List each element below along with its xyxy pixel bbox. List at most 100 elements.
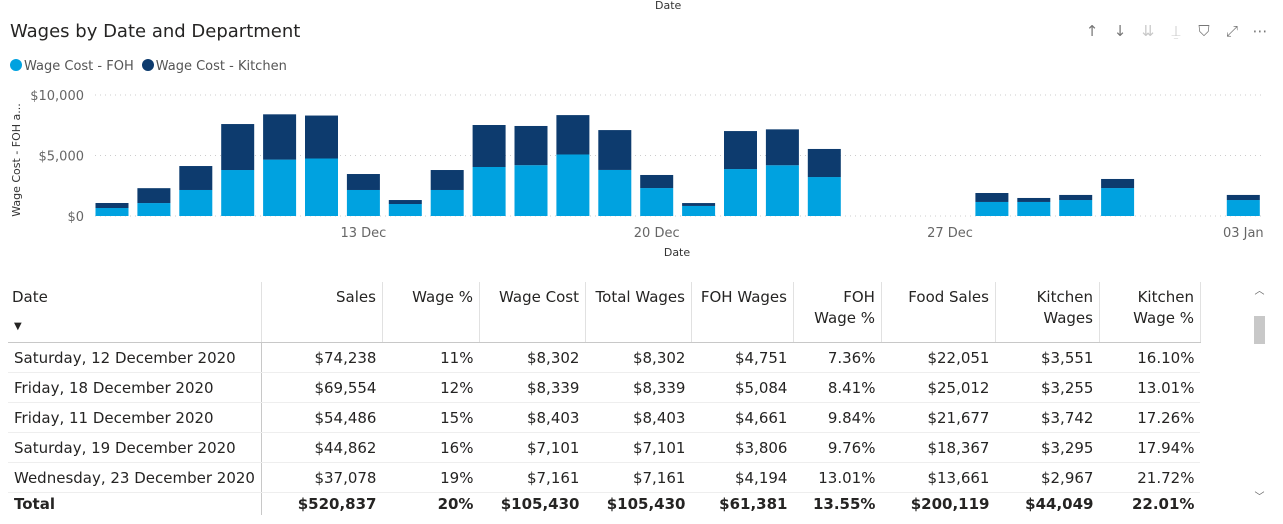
bar-kitchen[interactable]	[263, 114, 297, 160]
bar-kitchen[interactable]	[346, 174, 380, 190]
bar-foh[interactable]	[305, 158, 338, 216]
bar-kitchen[interactable]	[724, 131, 757, 170]
focus-mode-icon[interactable]: ⤢	[1225, 22, 1238, 40]
bar-kitchen[interactable]	[472, 125, 506, 167]
bar-foh[interactable]	[179, 189, 213, 216]
bar-foh[interactable]	[137, 203, 171, 216]
y-tick-label: $5,000	[39, 150, 85, 165]
column-header[interactable]: Food Sales	[881, 282, 996, 343]
column-header[interactable]: Wage %	[382, 282, 480, 343]
table-row[interactable]: Friday, 18 December 2020 $69,554 12% $8,339…	[8, 372, 1201, 403]
bar-foh[interactable]	[556, 154, 590, 216]
x-tick-label: 03 Jan	[1223, 226, 1264, 241]
legend-item-kitchen[interactable]: Wage Cost - Kitchen	[141, 59, 287, 74]
double-arrow-down-icon[interactable]: ⇊	[1141, 22, 1155, 40]
bar-kitchen[interactable]	[95, 203, 129, 209]
bar-kitchen[interactable]	[137, 188, 171, 204]
x-tick-label: 27 Dec	[927, 226, 973, 241]
bar-kitchen[interactable]	[640, 174, 674, 189]
bar-foh[interactable]	[95, 208, 129, 216]
column-header[interactable]: FOH Wage %	[793, 282, 882, 343]
bar-foh[interactable]	[221, 170, 255, 216]
table-cell: 13.01%	[793, 462, 882, 493]
bar-foh[interactable]	[682, 205, 716, 216]
total-cell: $520,837	[261, 492, 383, 515]
scroll-down-icon[interactable]: ﹀	[1254, 492, 1265, 503]
more-options-icon[interactable]: ⋯	[1252, 22, 1268, 40]
bar-foh[interactable]	[1059, 200, 1093, 216]
table-row[interactable]: Saturday, 12 December 2020 $74,238 11% $8,3…	[8, 342, 1201, 373]
x-axis-title: Date	[664, 246, 691, 259]
column-header-label: Wage %	[1133, 309, 1194, 327]
table-cell: 13.01%	[1099, 372, 1201, 403]
table-cell: $7,161	[585, 462, 692, 493]
legend-item-foh[interactable]: Wage Cost - FOH	[10, 59, 134, 74]
column-header-label: Kitchen	[1036, 288, 1093, 306]
wages-table: Date ▼ Sales Wage % Wage Cost Total Wages FOH …	[8, 282, 1201, 515]
bar-kitchen[interactable]	[1101, 178, 1135, 189]
bar-foh[interactable]	[430, 189, 464, 216]
bar-foh[interactable]	[263, 159, 297, 216]
bar-kitchen[interactable]	[514, 125, 548, 166]
table-cell: $74,238	[261, 342, 383, 373]
drill-down-arrow-icon[interactable]: ↓	[1113, 22, 1127, 40]
bar-foh[interactable]	[1101, 188, 1135, 216]
bar-kitchen[interactable]	[1017, 197, 1051, 202]
column-header[interactable]: Date ▼	[8, 282, 262, 343]
table-cell: 16%	[382, 432, 480, 463]
table-cell: $4,661	[691, 402, 794, 433]
bar-kitchen[interactable]	[1059, 194, 1093, 201]
legend-dot-icon	[141, 59, 154, 71]
column-header[interactable]: Sales	[261, 282, 383, 343]
table-cell: 17.26%	[1099, 402, 1201, 433]
bar-kitchen[interactable]	[305, 115, 338, 159]
visual-header-icons: ↑ ↓ ⇊ ⍊ ⛉ ⤢ ⋯	[1083, 22, 1269, 40]
column-header[interactable]: FOH Wages	[691, 282, 794, 343]
bar-foh[interactable]	[975, 201, 1009, 216]
bar-kitchen[interactable]	[765, 129, 799, 166]
table-row[interactable]: Saturday, 19 December 2020 $44,862 16% $7,1…	[8, 432, 1201, 463]
drill-up-arrow-icon[interactable]: ↑	[1085, 22, 1099, 40]
bar-kitchen[interactable]	[221, 124, 255, 171]
table-row[interactable]: Wednesday, 23 December 2020 $37,078 19% $7,…	[8, 462, 1201, 493]
bar-foh[interactable]	[807, 177, 841, 216]
table-cell: $25,012	[881, 372, 996, 403]
scrollbar-thumb[interactable]	[1254, 316, 1265, 344]
bar-kitchen[interactable]	[807, 148, 841, 178]
bar-kitchen[interactable]	[556, 115, 590, 155]
bar-kitchen[interactable]	[388, 200, 422, 205]
table-cell: $2,967	[995, 462, 1100, 493]
column-header-label: Wage %	[814, 309, 875, 327]
bar-kitchen[interactable]	[682, 203, 716, 206]
total-cell: Total	[8, 492, 262, 515]
table-row[interactable]: Friday, 11 December 2020 $54,486 15% $8,403…	[8, 402, 1201, 433]
bar-foh[interactable]	[724, 169, 757, 216]
bar-kitchen[interactable]	[1226, 194, 1260, 201]
bar-foh[interactable]	[514, 165, 548, 216]
bar-foh[interactable]	[640, 188, 674, 216]
bar-foh[interactable]	[346, 189, 380, 216]
table-scrollbar[interactable]: ︿ ﹀	[1253, 282, 1266, 512]
column-header-label: Sales	[336, 288, 376, 306]
bar-foh[interactable]	[765, 165, 799, 216]
column-header-label: Kitchen	[1137, 288, 1194, 306]
total-cell: $200,119	[881, 492, 996, 515]
sort-descending-icon[interactable]: ▼	[14, 321, 22, 332]
column-header[interactable]: Kitchen Wage %	[1099, 282, 1201, 343]
bar-foh[interactable]	[598, 169, 632, 216]
bar-foh[interactable]	[1017, 201, 1051, 216]
bar-kitchen[interactable]	[598, 130, 632, 170]
column-header[interactable]: Wage Cost	[479, 282, 586, 343]
bar-kitchen[interactable]	[430, 170, 464, 190]
bar-foh[interactable]	[1226, 200, 1260, 216]
bar-kitchen[interactable]	[975, 193, 1009, 202]
bar-foh[interactable]	[472, 166, 506, 216]
filter-icon[interactable]: ⛉	[1198, 22, 1210, 40]
expand-hierarchy-icon[interactable]: ⍊	[1171, 22, 1181, 40]
column-header[interactable]: Kitchen Wages	[995, 282, 1100, 343]
bar-foh[interactable]	[388, 204, 422, 216]
total-cell: 20%	[382, 492, 480, 515]
column-header[interactable]: Total Wages	[585, 282, 692, 343]
bar-kitchen[interactable]	[179, 166, 213, 190]
scroll-up-icon[interactable]: ︿	[1254, 286, 1265, 297]
